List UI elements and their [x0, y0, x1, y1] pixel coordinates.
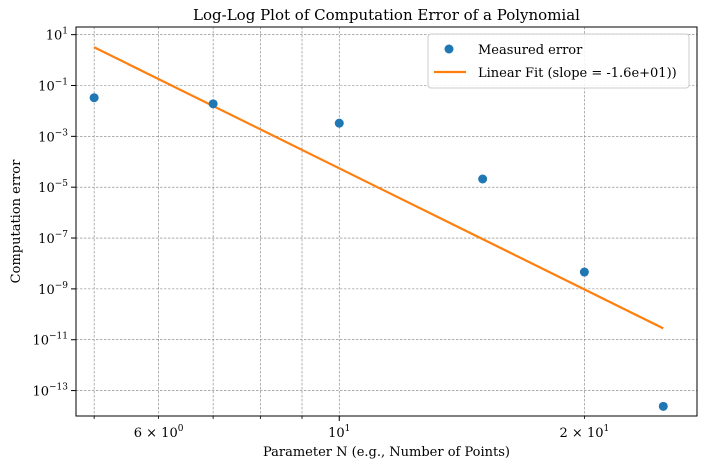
- fit-line: [93, 46, 664, 330]
- y-tick-label: 10−7: [38, 230, 68, 247]
- y-tick-label: 10−3: [38, 128, 68, 145]
- x-tick-label: 6 × 100: [134, 424, 184, 441]
- plot-frame: [75, 26, 698, 417]
- data-point: [478, 174, 488, 184]
- grid: [76, 27, 697, 416]
- y-tick-label: 10−13: [32, 383, 68, 400]
- y-tick-label: 10−5: [38, 179, 68, 196]
- legend: Measured error Linear Fit (slope = -1.6e…: [427, 33, 690, 89]
- y-tick-label: 10−9: [38, 281, 68, 298]
- legend-label-fit: Linear Fit (slope = -1.6e+01)): [478, 66, 677, 81]
- y-tick-label: 10−1: [38, 77, 68, 94]
- axis-ticks: 101 6 × 100 2 × 101 101 10−1 10−3 10−5 10−7 10−9…: [32, 27, 609, 441]
- x-tick-label: 101: [328, 424, 350, 441]
- data-point: [579, 267, 589, 277]
- data-point: [89, 93, 99, 103]
- chart-title: Log-Log Plot of Computation Error of a P…: [193, 6, 580, 24]
- legend-marker-measured: [444, 44, 454, 54]
- legend-box: [427, 33, 690, 89]
- x-tick-label: 2 × 101: [560, 424, 610, 441]
- data-layer: [89, 46, 668, 411]
- data-point: [208, 99, 218, 109]
- data-point: [334, 118, 344, 128]
- y-axis-label: Computation error: [9, 159, 24, 283]
- y-tick-label: 10−11: [32, 332, 68, 349]
- legend-label-measured: Measured error: [478, 43, 583, 58]
- y-tick-label: 101: [46, 27, 68, 44]
- data-point: [658, 401, 668, 411]
- x-axis-label: Parameter N (e.g., Number of Points): [263, 445, 510, 460]
